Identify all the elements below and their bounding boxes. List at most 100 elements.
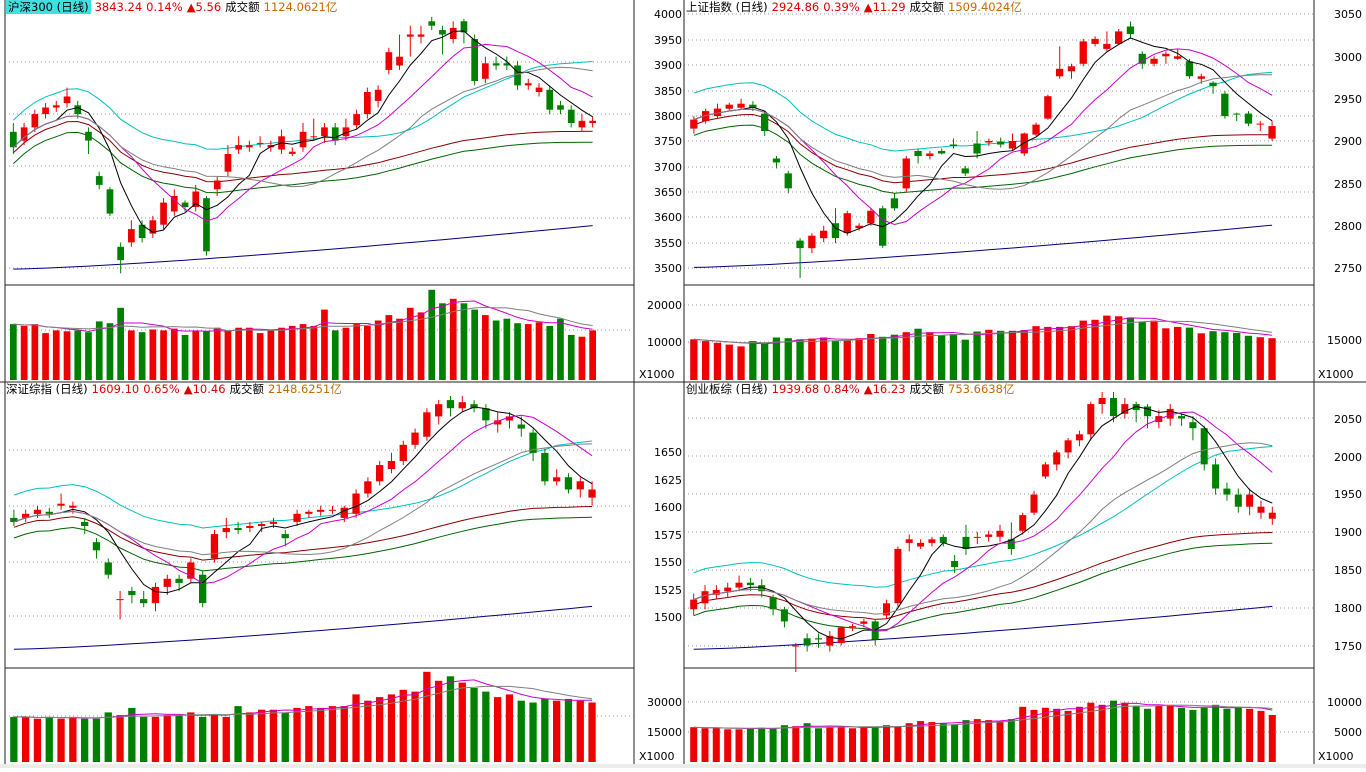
candle-body xyxy=(399,444,407,461)
candle-body xyxy=(780,609,788,622)
candle-body xyxy=(1166,408,1174,419)
candle-body xyxy=(985,141,993,143)
volume-bar xyxy=(939,723,947,762)
ma5-line xyxy=(693,405,1273,640)
volume-unit-label: X1000 xyxy=(637,368,677,381)
candle-body xyxy=(996,530,1004,537)
candle-body xyxy=(724,587,732,592)
candle-body xyxy=(1030,494,1038,513)
volume-bar xyxy=(576,700,584,762)
ma250-line xyxy=(693,224,1273,268)
candle-body xyxy=(128,229,135,243)
candle-body xyxy=(1185,61,1194,77)
volume-bar xyxy=(1019,706,1027,762)
candle-body xyxy=(1064,440,1072,453)
ma30-line xyxy=(693,71,1273,152)
volume-bar xyxy=(376,697,384,762)
candle-body xyxy=(10,517,18,522)
volume-axis-label: 20000 xyxy=(647,299,682,312)
volume-axis-label: 10000 xyxy=(1327,696,1362,709)
volume-ma10-line xyxy=(13,685,593,719)
candle-body xyxy=(482,408,490,421)
volume-bar xyxy=(1223,708,1231,762)
volume-bar xyxy=(843,340,851,380)
ma120-line xyxy=(13,516,593,572)
volume-bar xyxy=(1234,706,1242,762)
candle-body xyxy=(149,220,157,234)
candle-body xyxy=(42,107,49,115)
ma30-line xyxy=(693,446,1273,588)
volume-bar xyxy=(505,694,514,762)
volume-bar xyxy=(317,707,325,762)
volume-bar xyxy=(758,727,766,762)
candle-body xyxy=(210,534,219,559)
volume-bar xyxy=(435,680,443,762)
candle-body xyxy=(1132,404,1140,411)
volume-bar xyxy=(224,330,232,380)
ma60-line xyxy=(693,532,1273,620)
candle-body xyxy=(1126,26,1135,34)
volume-bar xyxy=(780,725,788,762)
index-name[interactable]: 创业板综 (日线) xyxy=(686,382,768,396)
index-change: ▲10.46 xyxy=(183,382,226,396)
index-change: ▲5.56 xyxy=(186,0,222,14)
volume-bar xyxy=(331,330,339,380)
status-strip xyxy=(0,764,1366,768)
amount-value: 753.6638亿 xyxy=(948,382,1015,396)
candle-body xyxy=(352,493,360,514)
candle-body xyxy=(192,191,200,207)
price-axis-label: 1750 xyxy=(1334,640,1362,653)
candle-body xyxy=(128,591,136,596)
candle-body xyxy=(317,509,325,512)
volume-bar xyxy=(385,315,393,380)
volume-bar xyxy=(175,715,183,762)
volume-ma10-line xyxy=(693,704,1273,729)
volume-bar xyxy=(163,715,171,762)
candle-body xyxy=(428,21,436,26)
price-axis-label: 1525 xyxy=(654,584,682,597)
candle-body xyxy=(557,105,564,110)
candle-body xyxy=(1075,434,1083,441)
candle-body xyxy=(535,87,543,92)
price-axis-label: 3950 xyxy=(654,34,682,47)
volume-bar xyxy=(269,709,278,762)
candle-body xyxy=(961,168,969,174)
volume-bar xyxy=(482,315,489,380)
volume-bar xyxy=(725,344,733,380)
amount-value: 2148.6251亿 xyxy=(268,382,342,396)
volume-bar xyxy=(117,307,124,380)
panel-header-4: 创业板综 (日线) 1939.68 0.84% ▲16.23 成交额 753.6638亿 xyxy=(686,382,1018,397)
volume-bar xyxy=(973,331,981,380)
volume-bar xyxy=(411,691,419,762)
volume-bar xyxy=(985,329,993,380)
volume-bar xyxy=(517,700,525,762)
volume-bar xyxy=(10,324,17,380)
volume-bar xyxy=(160,330,167,380)
candle-body xyxy=(524,83,532,86)
volume-bar xyxy=(428,289,436,380)
candle-body xyxy=(321,127,328,137)
volume-bar xyxy=(1132,705,1140,762)
volume-bar xyxy=(328,706,337,762)
index-name[interactable]: 沪深300 (日线) xyxy=(6,0,91,14)
volume-bar xyxy=(588,702,596,762)
index-name[interactable]: 深证综指 (日线) xyxy=(6,382,88,396)
volume-bar xyxy=(128,330,135,380)
candle-body xyxy=(10,131,17,148)
candle-body xyxy=(106,189,114,214)
candle-body xyxy=(1244,113,1253,124)
volume-bar xyxy=(1008,330,1017,380)
index-name[interactable]: 上证指数 (日线) xyxy=(686,0,768,14)
index-pct: 0.39% xyxy=(823,0,860,14)
candle-body xyxy=(973,536,981,538)
candle-body xyxy=(1144,406,1151,417)
volume-bar xyxy=(702,341,710,380)
volume-bar xyxy=(1121,702,1129,762)
volume-bar xyxy=(796,339,804,380)
volume-bar xyxy=(690,339,698,380)
candle-body xyxy=(22,513,30,518)
candle-body xyxy=(1178,416,1185,419)
candle-body xyxy=(63,96,71,104)
volume-bar xyxy=(299,324,307,380)
volume-bar xyxy=(803,723,811,762)
